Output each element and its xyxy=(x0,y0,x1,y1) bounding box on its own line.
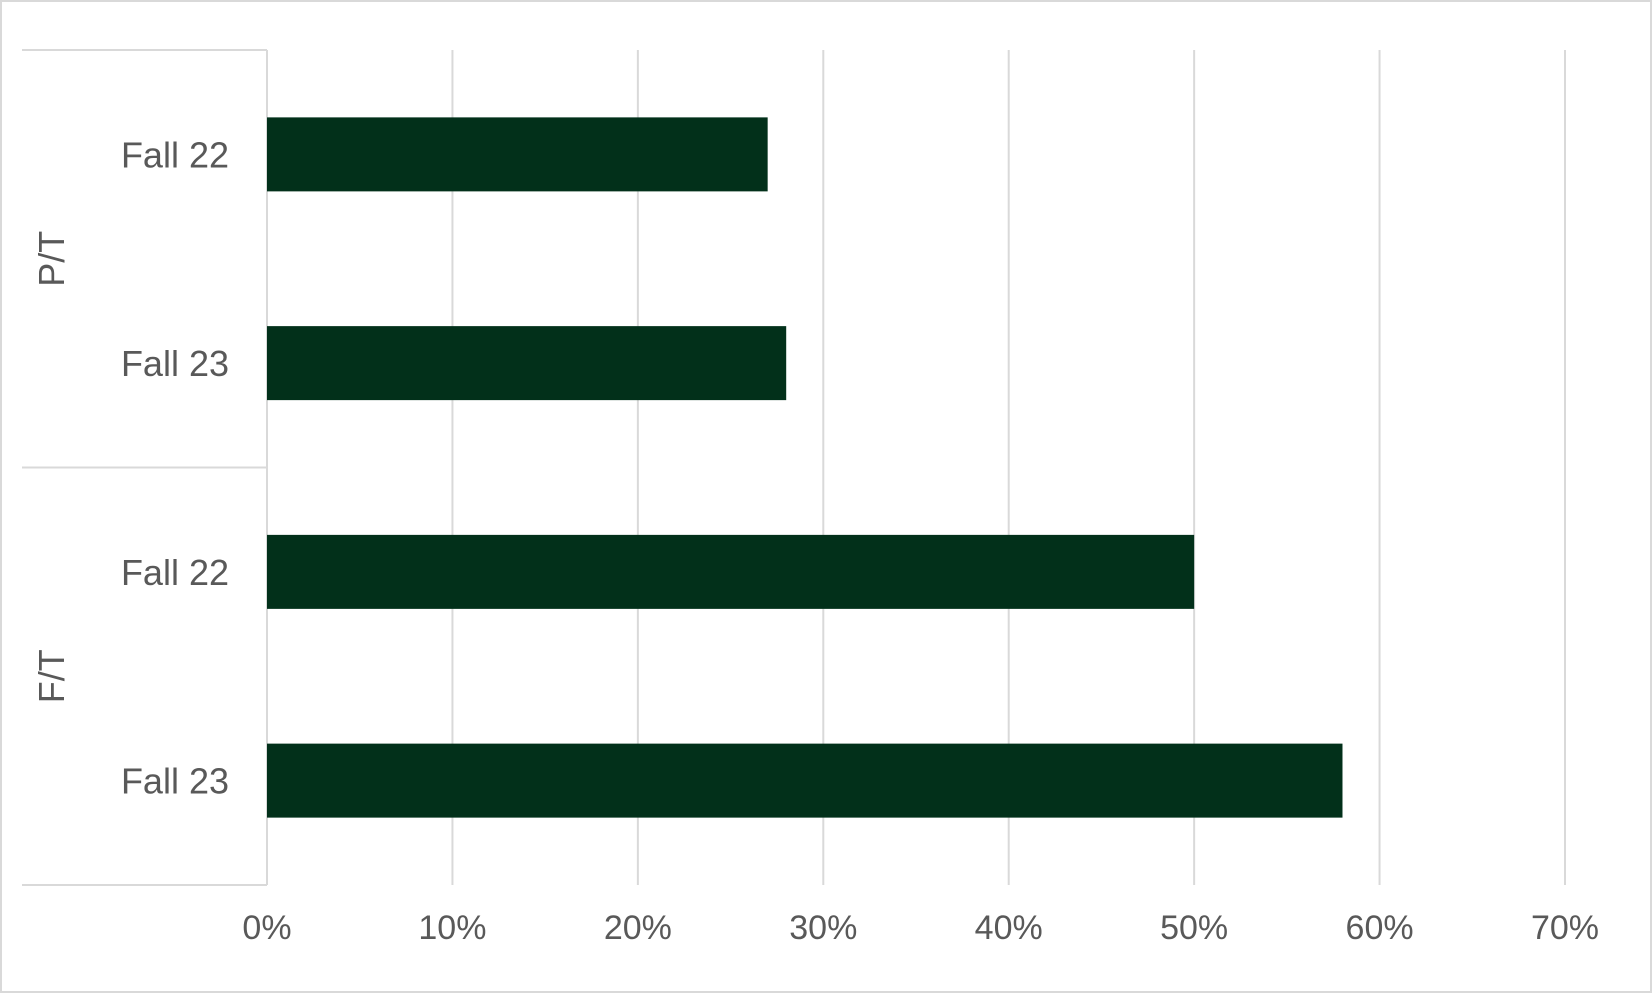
bar xyxy=(267,743,1343,818)
category-label: Fall 23 xyxy=(121,343,229,384)
bar xyxy=(267,326,787,401)
x-tick-label: 50% xyxy=(1160,909,1228,947)
group-label: P/T xyxy=(31,231,72,287)
bar xyxy=(267,534,1195,609)
bar xyxy=(267,117,768,192)
group-label: F/T xyxy=(31,649,72,703)
category-label: Fall 23 xyxy=(121,761,229,802)
x-tick-label: 0% xyxy=(242,909,291,947)
category-label: Fall 22 xyxy=(121,134,229,175)
x-tick-labels: 0% 10% 20% 30% 40% 50% 60% 70% xyxy=(242,909,1599,947)
x-tick-label: 70% xyxy=(1531,909,1599,947)
x-tick-label: 60% xyxy=(1346,909,1414,947)
x-tick-label: 20% xyxy=(604,909,672,947)
group-labels: P/T F/T xyxy=(31,231,72,704)
category-label: Fall 22 xyxy=(121,552,229,593)
x-tick-label: 30% xyxy=(789,909,857,947)
bars xyxy=(267,117,1343,818)
category-labels: Fall 22 Fall 23 Fall 22 Fall 23 xyxy=(121,134,229,801)
x-tick-label: 10% xyxy=(418,909,486,947)
x-tick-label: 40% xyxy=(975,909,1043,947)
